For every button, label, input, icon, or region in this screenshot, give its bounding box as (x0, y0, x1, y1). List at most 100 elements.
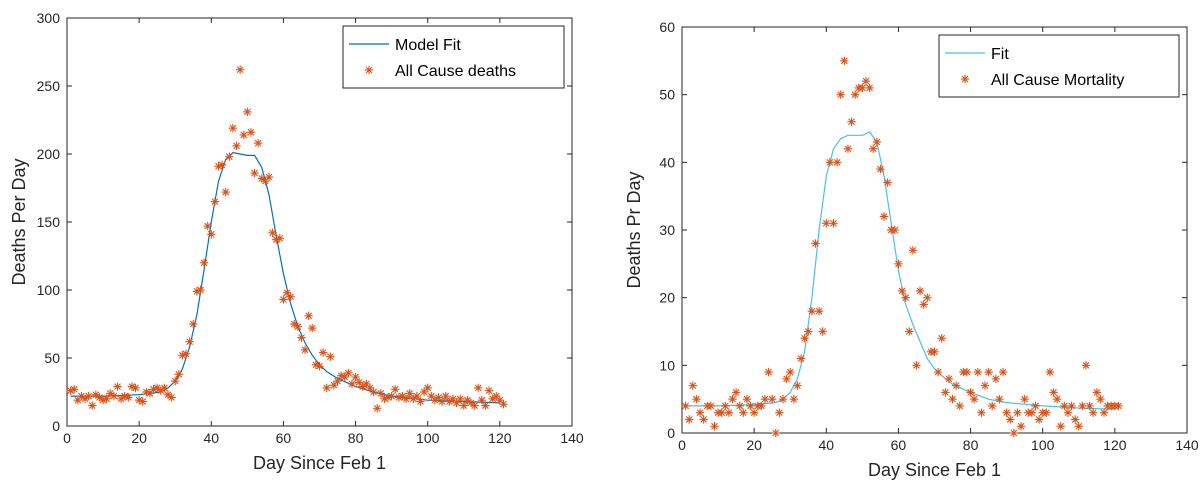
data-point (308, 323, 317, 333)
data-point (441, 391, 450, 401)
data-point (908, 246, 918, 255)
legend-box (938, 34, 1180, 98)
data-point (499, 400, 508, 409)
x-tick-label: 60 (891, 437, 907, 453)
data-point (66, 386, 75, 395)
data-point (199, 258, 209, 267)
data-point (221, 187, 230, 197)
y-axis-label: Deaths Pr Day (624, 171, 644, 288)
y-tick-label: 10 (659, 357, 675, 373)
data-point (167, 393, 176, 402)
chart-left: 0 20 40 60 80 100 120 140 0 50 100 150 200 250 300 Day … (9, 10, 584, 473)
data-point (373, 404, 382, 413)
data-point (912, 361, 921, 370)
x-tick-label: 80 (963, 437, 979, 453)
data-point (318, 348, 328, 357)
data-point (185, 337, 194, 346)
data-point (268, 228, 277, 238)
data-point (434, 393, 443, 402)
data-point (1002, 408, 1011, 417)
data-point (1096, 394, 1105, 404)
data-point (796, 354, 806, 363)
data-point (969, 394, 979, 404)
data-point (272, 235, 281, 244)
data-point (811, 239, 820, 248)
data-point (131, 383, 140, 393)
data-point (73, 395, 83, 405)
data-point (398, 391, 407, 401)
data-point (214, 162, 223, 171)
data-point (872, 137, 881, 147)
data-point (109, 391, 119, 401)
data-point (102, 394, 111, 403)
data-point (991, 374, 1001, 384)
data-point (383, 393, 393, 402)
data-point (962, 367, 972, 377)
y-tick-label: 50 (659, 87, 675, 103)
data-point (1031, 401, 1040, 411)
data-point (717, 408, 726, 417)
x-tick-label: 60 (276, 430, 292, 446)
data-point (235, 65, 245, 74)
data-point (980, 381, 990, 390)
data-point (923, 293, 932, 302)
data-point (225, 152, 234, 161)
data-point (232, 141, 241, 151)
data-point (890, 225, 900, 235)
data-point (998, 367, 1008, 377)
data-point (937, 334, 946, 343)
data-point (804, 327, 813, 336)
data-point (297, 333, 306, 342)
series-markers (681, 56, 1123, 438)
legend-marker-swatch (960, 74, 970, 84)
data-point (739, 408, 748, 417)
y-tick-label: 100 (37, 282, 61, 298)
data-point (282, 288, 292, 297)
data-point (1056, 422, 1065, 431)
data-point (775, 408, 784, 417)
data-point (239, 130, 248, 140)
data-point (778, 394, 788, 404)
x-tick-label: 120 (488, 430, 512, 446)
y-tick-label: 200 (37, 146, 61, 162)
data-point (88, 401, 97, 410)
data-point (116, 394, 126, 403)
x-tick-label: 100 (416, 430, 440, 446)
data-point (901, 293, 910, 302)
legend: Fit All Cause Mortality (938, 34, 1180, 98)
data-point (207, 230, 216, 239)
data-point (749, 408, 759, 417)
data-point (459, 401, 468, 410)
data-point (692, 394, 701, 404)
data-point (710, 422, 719, 431)
data-point (387, 391, 396, 401)
data-point (973, 367, 982, 377)
data-point (728, 394, 737, 404)
data-point (1009, 428, 1019, 438)
data-point (474, 383, 483, 393)
data-point (789, 394, 799, 404)
x-tick-label: 20 (746, 437, 762, 453)
data-point (955, 401, 964, 411)
data-point (793, 381, 802, 390)
data-point (1089, 408, 1098, 417)
x-tick-label: 120 (1103, 437, 1127, 453)
y-tick-label: 30 (659, 222, 675, 238)
data-point (894, 259, 903, 269)
x-tick-label: 20 (131, 430, 147, 446)
data-point (818, 327, 827, 336)
data-point (757, 401, 766, 411)
data-point (279, 295, 288, 304)
data-point (160, 383, 169, 393)
data-point (455, 394, 465, 403)
legend: Model Fit All Cause deaths (342, 25, 565, 89)
data-point (300, 345, 310, 355)
data-point (847, 117, 856, 126)
data-point (782, 374, 791, 384)
data-point (1067, 401, 1076, 411)
data-point (1078, 401, 1087, 411)
data-point (351, 372, 360, 382)
data-point (333, 376, 342, 386)
data-point (113, 382, 122, 391)
